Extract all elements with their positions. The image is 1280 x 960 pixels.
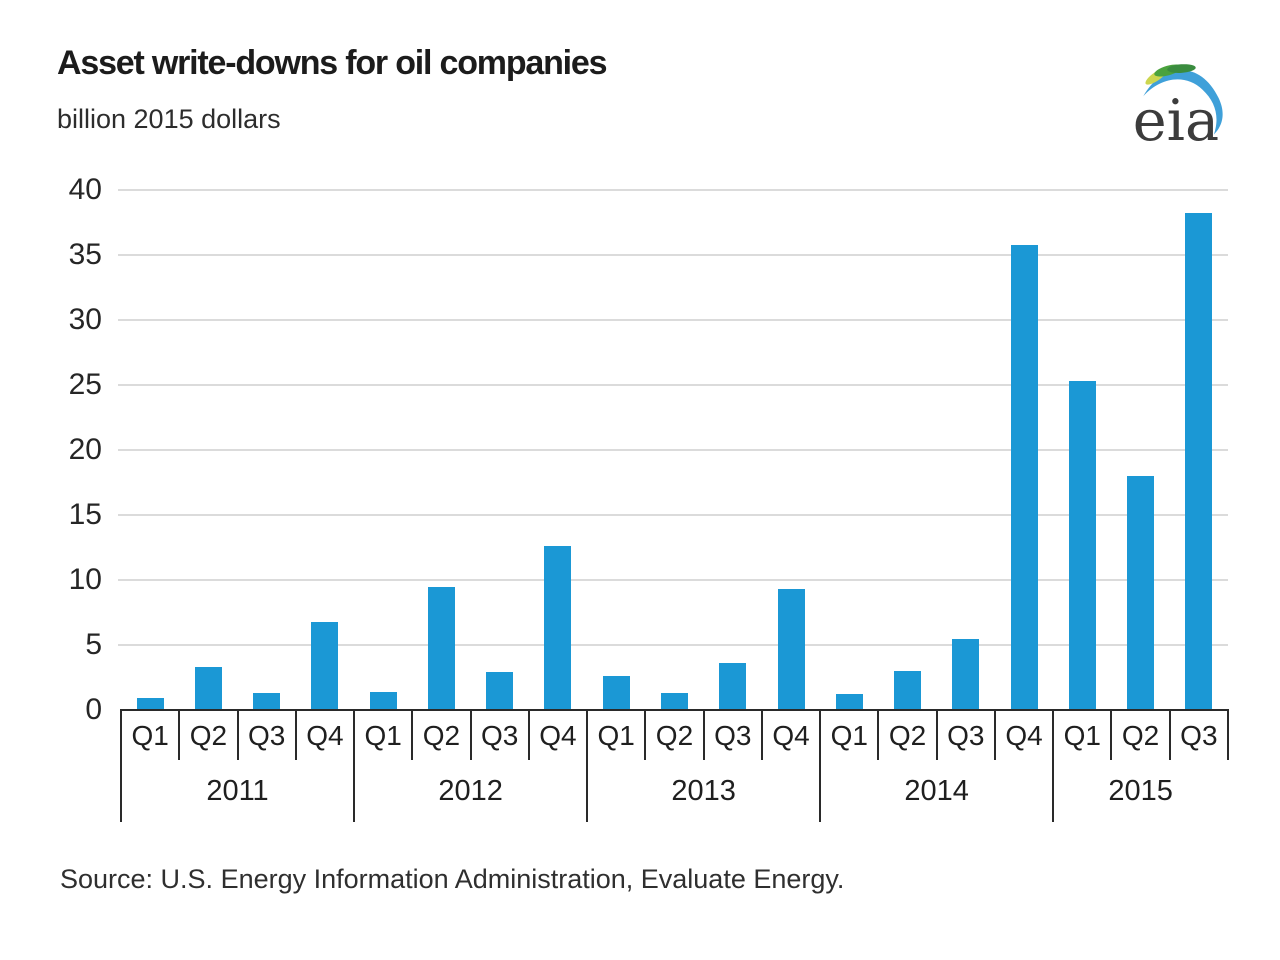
x-axis-quarter-label: Q4 — [306, 720, 344, 751]
bar-2014-Q2 — [894, 671, 922, 710]
x-axis-quarter-label: Q1 — [364, 720, 402, 751]
quarter-tick-line — [1110, 710, 1113, 760]
year-boundary-line — [1052, 710, 1055, 822]
quarter-tick-line — [527, 710, 530, 760]
gridline-20 — [118, 449, 1228, 451]
x-axis-baseline — [120, 709, 1229, 711]
bar-2011-Q4 — [311, 621, 339, 710]
x-axis-quarter-label: Q1 — [131, 720, 169, 751]
year-boundary-line — [819, 710, 822, 822]
gridline-35 — [118, 254, 1228, 256]
bar-2012-Q1 — [369, 691, 397, 710]
x-axis-quarter-label: Q3 — [481, 720, 519, 751]
bar-2011-Q2 — [194, 667, 222, 710]
bar-2011-Q1 — [136, 698, 164, 710]
bar-2013-Q4 — [777, 589, 805, 710]
quarter-tick-line — [236, 710, 239, 760]
x-axis-quarter-label: Q2 — [1121, 720, 1160, 751]
quarter-tick-line — [1168, 710, 1171, 760]
logo-text: eia — [1133, 87, 1219, 152]
x-axis-quarter-label: Q1 — [597, 720, 635, 751]
bar-2011-Q3 — [253, 693, 281, 710]
x-axis-quarter-label: Q3 — [714, 720, 752, 751]
quarter-tick-line — [877, 710, 880, 760]
x-axis-quarter-label: Q3 — [1180, 720, 1218, 751]
bar-2013-Q2 — [661, 693, 688, 710]
gridline-40 — [118, 189, 1228, 191]
y-axis-tick-40: 40 — [68, 173, 102, 206]
y-axis-tick-20: 20 — [68, 433, 102, 466]
quarter-tick-line — [294, 710, 297, 760]
quarter-tick-line — [411, 710, 414, 760]
quarter-tick-line — [178, 710, 181, 760]
x-axis-year-label: 2012 — [438, 775, 503, 807]
chart-title: Asset write-downs for oil companies — [57, 44, 608, 82]
quarter-tick-line — [1227, 710, 1229, 760]
quarter-tick-line — [760, 710, 763, 760]
quarter-tick-line — [993, 710, 996, 760]
y-axis-tick-15: 15 — [68, 498, 102, 531]
source-note: Source: U.S. Energy Information Administ… — [60, 864, 845, 894]
chart-subtitle: billion 2015 dollars — [57, 104, 281, 134]
bar-2014-Q1 — [835, 694, 863, 710]
gridline-5 — [118, 644, 1228, 646]
x-axis-quarter-label: Q1 — [1063, 720, 1101, 751]
bar-2013-Q3 — [719, 663, 747, 710]
x-axis-quarter-label: Q2 — [422, 720, 461, 751]
bar-2012-Q3 — [486, 672, 514, 710]
x-axis-quarter-label: Q3 — [947, 720, 985, 751]
bar-2012-Q4 — [544, 546, 572, 710]
x-axis-year-label: 2015 — [1108, 775, 1173, 807]
bar-2014-Q4 — [1010, 244, 1038, 710]
quarter-tick-line — [469, 710, 472, 760]
bar-2015-Q3 — [1185, 213, 1213, 710]
eia-logo-icon: eia — [1133, 64, 1223, 152]
bar-2014-Q3 — [952, 638, 980, 710]
bar-2015-Q2 — [1127, 476, 1155, 710]
x-axis-quarter-label: Q4 — [1005, 720, 1043, 751]
x-axis-quarter-label: Q1 — [830, 720, 868, 751]
logo-swoosh-icon — [1143, 70, 1223, 135]
y-axis-tick-30: 30 — [68, 303, 102, 336]
bar-2015-Q1 — [1068, 381, 1096, 710]
x-axis-year-label: 2014 — [904, 775, 969, 807]
x-axis-year-label: 2013 — [671, 775, 736, 807]
gridline-10 — [118, 579, 1228, 581]
y-axis-tick-35: 35 — [68, 238, 102, 271]
x-axis-quarter-label: Q4 — [539, 720, 577, 751]
quarter-tick-line — [935, 710, 938, 760]
x-axis-quarter-label: Q2 — [888, 720, 927, 751]
bar-2013-Q1 — [602, 676, 630, 710]
y-axis-tick-10: 10 — [68, 563, 102, 596]
year-boundary-line — [353, 710, 356, 822]
x-axis-quarter-label: Q4 — [772, 720, 810, 751]
bar-2012-Q2 — [427, 586, 455, 710]
gridline-15 — [118, 514, 1228, 516]
year-boundary-line — [120, 710, 122, 822]
year-boundary-line — [586, 710, 589, 822]
x-axis-quarter-label: Q3 — [247, 720, 286, 751]
x-axis-quarter-label: Q2 — [655, 720, 694, 751]
logo-leaf-darkgreen-icon — [1167, 64, 1196, 73]
y-axis-tick-5: 5 — [85, 628, 102, 661]
quarter-tick-line — [702, 710, 705, 760]
x-axis-quarter-label: Q2 — [189, 720, 228, 751]
gridline-25 — [118, 384, 1228, 386]
y-axis-tick-25: 25 — [68, 368, 102, 401]
x-axis-year-label: 2011 — [206, 775, 269, 807]
gridline-30 — [118, 319, 1228, 321]
quarter-tick-line — [644, 710, 647, 760]
y-axis-tick-0: 0 — [85, 693, 102, 726]
